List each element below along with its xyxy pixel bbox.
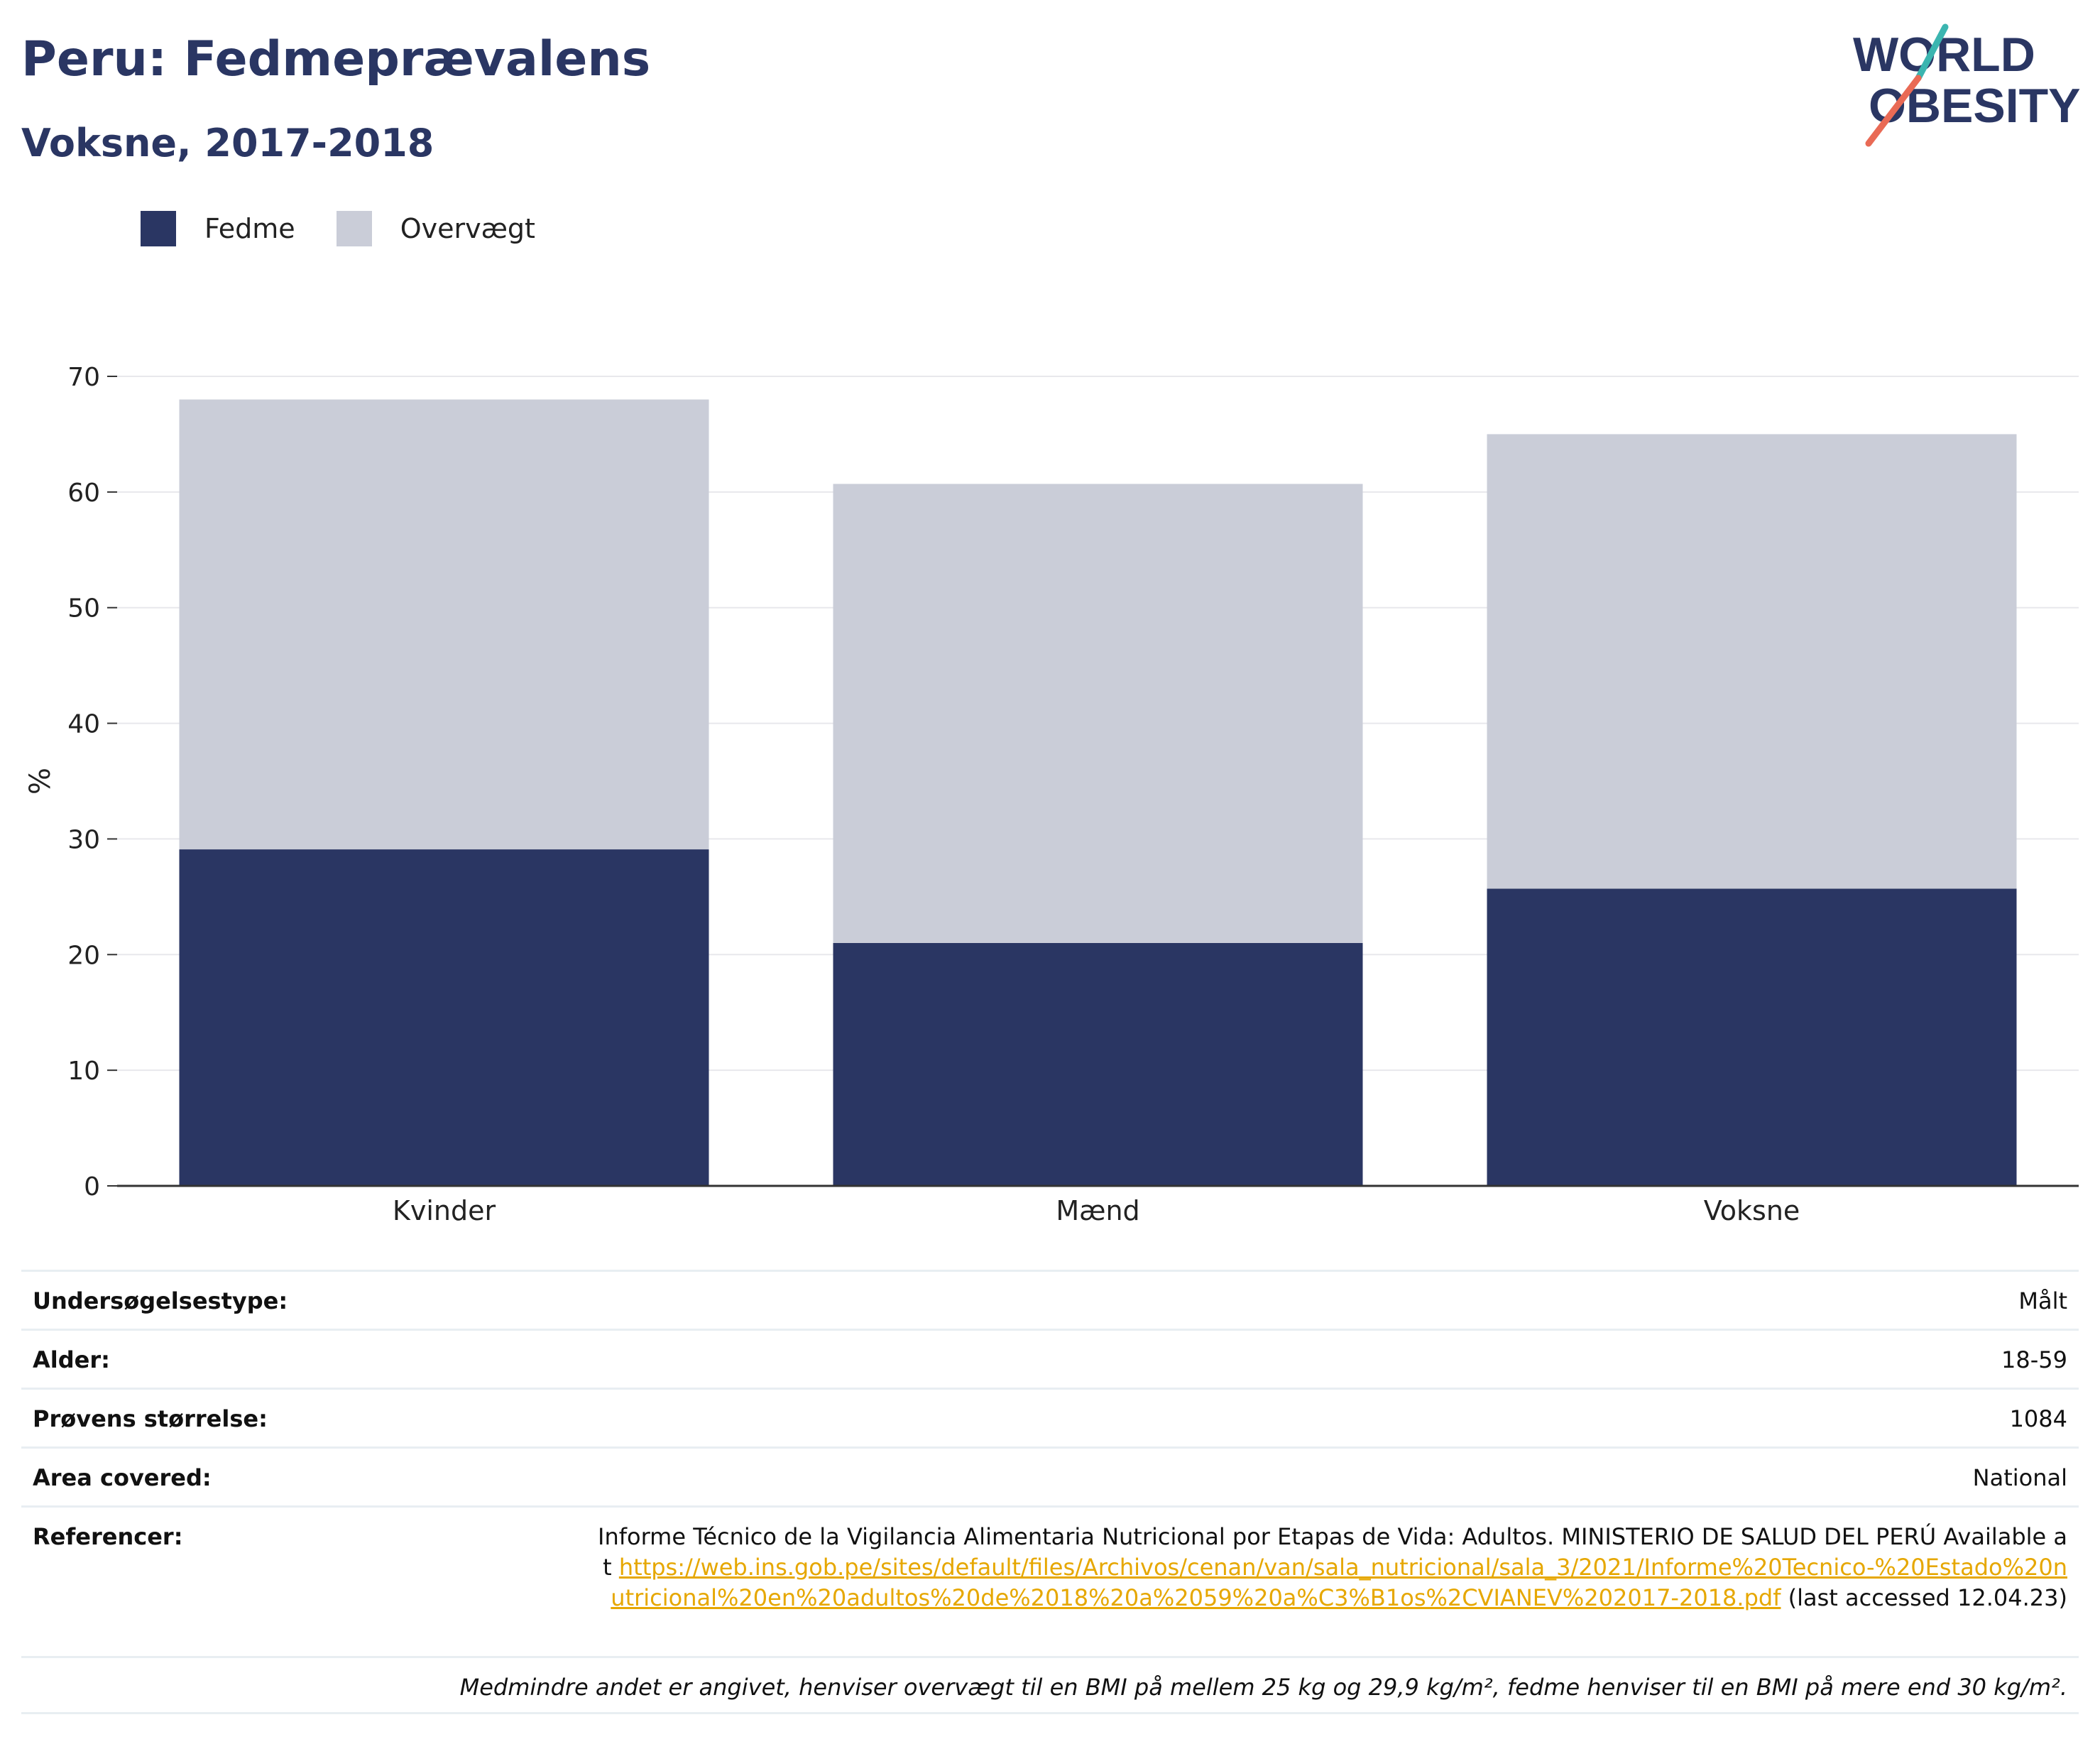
bar-fedme bbox=[1487, 888, 2017, 1186]
bar-fedme bbox=[179, 849, 709, 1186]
area-label: Area covered: bbox=[33, 1464, 212, 1491]
info-row-area: Area covered: National bbox=[21, 1446, 2079, 1505]
info-row-footnote: Medmindre andet er angivet, henviser ove… bbox=[21, 1656, 2079, 1714]
bar-overvaegt bbox=[833, 484, 1363, 943]
info-row-survey-type: Undersøgelsestype: Målt bbox=[21, 1270, 2079, 1329]
logo-line2: OBESITY bbox=[1869, 79, 2081, 133]
bar-overvaegt bbox=[1487, 434, 2017, 889]
y-tick-label: 70 bbox=[67, 363, 100, 392]
survey-info-table: Undersøgelsestype: Målt Alder: 18-59 Prø… bbox=[21, 1270, 2079, 1714]
legend-swatch-fedme bbox=[141, 211, 176, 246]
age-value: 18-59 bbox=[2001, 1346, 2067, 1373]
chart-title: Peru: Fedmeprævalens bbox=[21, 31, 651, 87]
x-tick-label: Mænd bbox=[1056, 1195, 1139, 1226]
survey-type-label: Undersøgelsestype: bbox=[33, 1287, 288, 1314]
x-tick-label: Voksne bbox=[1704, 1195, 1800, 1226]
legend-item-fedme: Fedme bbox=[141, 211, 295, 246]
references-value: Informe Técnico de la Vigilancia Aliment… bbox=[591, 1522, 2067, 1613]
world-obesity-logo: WORLD OBESITY bbox=[1853, 23, 2081, 147]
info-row-age: Alder: 18-59 bbox=[21, 1329, 2079, 1388]
y-tick-label: 20 bbox=[67, 941, 100, 970]
sample-size-value: 1084 bbox=[2009, 1405, 2067, 1432]
y-axis-label: % bbox=[24, 768, 57, 795]
bar-overvaegt bbox=[179, 399, 709, 850]
bar-fedme bbox=[833, 943, 1363, 1186]
info-row-sample-size: Prøvens størrelse: 1084 bbox=[21, 1388, 2079, 1446]
reference-text: Informe Técnico de la Vigilancia Aliment… bbox=[598, 1523, 2067, 1581]
y-tick-label: 40 bbox=[67, 710, 100, 739]
chart-subtitle: Voksne, 2017-2018 bbox=[21, 121, 434, 165]
chart-legend: Fedme Overvægt bbox=[141, 207, 576, 250]
y-tick-label: 10 bbox=[67, 1057, 100, 1086]
y-tick-label: 60 bbox=[67, 479, 100, 508]
legend-swatch-overvaegt bbox=[336, 211, 372, 246]
age-label: Alder: bbox=[33, 1346, 110, 1373]
bmi-footnote: Medmindre andet er angivet, henviser ove… bbox=[459, 1674, 2067, 1701]
survey-type-value: Målt bbox=[2018, 1287, 2067, 1314]
sample-size-label: Prøvens størrelse: bbox=[33, 1405, 268, 1432]
area-value: National bbox=[1972, 1464, 2067, 1491]
legend-label-fedme: Fedme bbox=[204, 213, 295, 244]
info-row-references: Referencer: Informe Técnico de la Vigila… bbox=[21, 1505, 2079, 1656]
legend-label-overvaegt: Overvægt bbox=[400, 213, 535, 244]
references-label: Referencer: bbox=[33, 1523, 183, 1550]
stacked-bar-chart: 0 10 20 30 40 50 60 70 Kvinder Mænd Voksne% bbox=[24, 363, 2079, 1226]
logo-line1: WORLD bbox=[1853, 28, 2035, 82]
x-tick-label: Kvinder bbox=[393, 1195, 496, 1226]
legend-item-overvaegt: Overvægt bbox=[336, 211, 535, 246]
y-tick-label: 50 bbox=[67, 594, 100, 623]
y-tick-label: 30 bbox=[67, 825, 100, 854]
y-tick-label: 0 bbox=[84, 1172, 100, 1202]
reference-accessed: (last accessed 12.04.23) bbox=[1781, 1584, 2067, 1611]
reference-link[interactable]: https://web.ins.gob.pe/sites/default/fil… bbox=[611, 1554, 2067, 1611]
